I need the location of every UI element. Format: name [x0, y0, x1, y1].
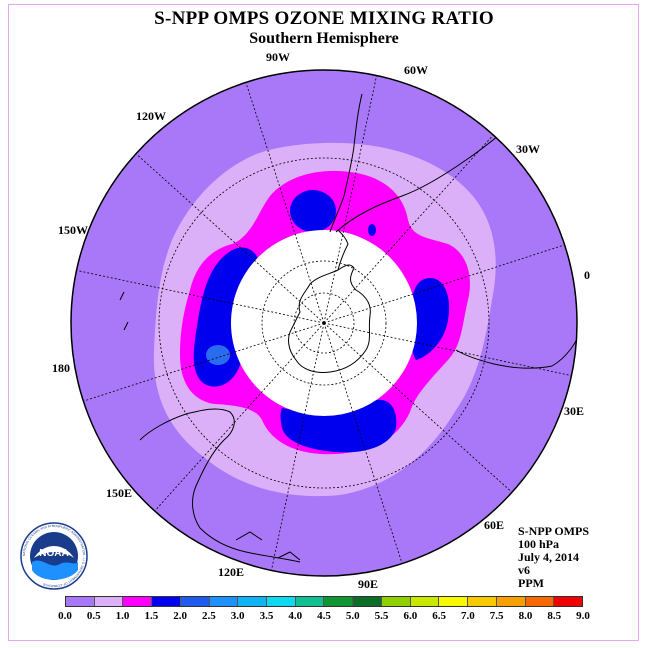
color-scale-segment: [353, 597, 382, 606]
color-scale-segment: [238, 597, 268, 606]
color-scale-segment: [295, 597, 325, 606]
info-version: v6: [518, 563, 530, 577]
color-scale-segment: [209, 597, 239, 606]
noaa-logo-text: NOAA: [39, 548, 68, 559]
color-scale-segment: [381, 597, 411, 606]
meridian-label-30e: 30E: [564, 404, 585, 418]
meridian-label-60e: 60E: [484, 518, 505, 532]
info-satellite: S-NPP OMPS: [518, 524, 589, 538]
color-scale-tick-label: 5.0: [345, 610, 360, 622]
color-scale-segment: [123, 597, 153, 606]
color-scale-segment: [66, 597, 95, 606]
figure-frame: [8, 4, 639, 641]
color-scale-tick-label: 6.0: [403, 610, 418, 622]
color-scale-segment: [496, 597, 526, 606]
color-scale-segment: [324, 597, 354, 606]
info-pressure: 100 hPa: [518, 537, 560, 551]
latitude-circle: [158, 157, 490, 489]
color-scale-tick-label: 1.5: [144, 610, 159, 622]
map-title: S-NPP OMPS OZONE MIXING RATIO: [154, 8, 494, 29]
south-pole-marker: [322, 321, 326, 325]
blue-blob-north: [290, 190, 336, 232]
antarctica-coastline: [288, 264, 371, 373]
color-scale-tick-label: 2.0: [173, 610, 187, 622]
color-scale-tick-label: 4.0: [288, 610, 303, 622]
product-info: S-NPP OMPS 100 hPa July 4, 2014 v6 PPM: [518, 525, 589, 590]
info-units: PPM: [518, 576, 544, 590]
color-scale-tick-label: 8.0: [518, 610, 533, 622]
meridian-label-0: 0: [584, 268, 590, 282]
new-zealand-coastline: [119, 291, 129, 331]
color-scale-segment: [439, 597, 469, 606]
color-scale-tick-label: 8.5: [547, 610, 562, 622]
indonesia-coastline: [235, 531, 301, 561]
antarctic-peninsula: [337, 229, 349, 271]
color-scale-tick-label: 6.5: [432, 610, 446, 622]
meridian-label-60w: 60W: [404, 63, 428, 77]
noaa-logo: NOAA NATIONAL OCEANIC AND ATMOSPHERIC AD…: [20, 522, 88, 590]
latitude-circle: [261, 260, 387, 386]
color-scale-segment: [554, 597, 582, 606]
graticule: [76, 75, 572, 571]
color-scale-tick-label: 3.0: [230, 610, 245, 622]
meridian-label-180: 180: [52, 361, 70, 375]
africa-coastline: [455, 325, 577, 369]
color-scale-tick-label: 5.5: [374, 610, 389, 622]
meridian-label-30w: 30W: [516, 142, 540, 156]
color-scale-tick-label: 7.5: [489, 610, 504, 622]
color-scale-bar: [65, 596, 583, 607]
color-scale-tick-label: 1.0: [115, 610, 130, 622]
meridian-label-120w: 120W: [136, 109, 166, 123]
blue-blob-small: [368, 224, 376, 236]
color-scale-tick-label: 2.5: [202, 610, 216, 622]
color-scale-segment: [410, 597, 440, 606]
color-scale-segment: [267, 597, 296, 606]
color-scale-tick-label: 0.0: [58, 610, 72, 622]
color-scale-tick-label: 7.0: [461, 610, 475, 622]
meridian-label-150w: 150W: [58, 223, 88, 237]
color-scale-tick-label: 0.5: [86, 610, 101, 622]
color-scale-tick-label: 4.5: [317, 610, 331, 622]
color-scale-segment: [180, 597, 210, 606]
color-scale-segment: [94, 597, 124, 606]
australia-coastline: [139, 408, 301, 563]
info-date: July 4, 2014: [518, 550, 580, 564]
blue-blob-east: [410, 278, 450, 360]
map-border: [70, 69, 578, 577]
color-scale-segment: [468, 597, 497, 606]
meridian-label-120e: 120E: [218, 565, 245, 579]
color-scale-segment: [152, 597, 181, 606]
map-subtitle: Southern Hemisphere: [249, 30, 399, 47]
latitude-circle: [293, 292, 355, 354]
color-scale-tick-label: 9.0: [576, 610, 590, 622]
color-scale-tick-label: 3.5: [259, 610, 274, 622]
mid-blue-blob: [206, 345, 230, 365]
meridian-label-90w: 90W: [266, 50, 290, 64]
color-scale-segment: [525, 597, 555, 606]
meridian-label-150e: 150E: [106, 486, 133, 500]
meridian-label-90e: 90E: [358, 577, 379, 591]
